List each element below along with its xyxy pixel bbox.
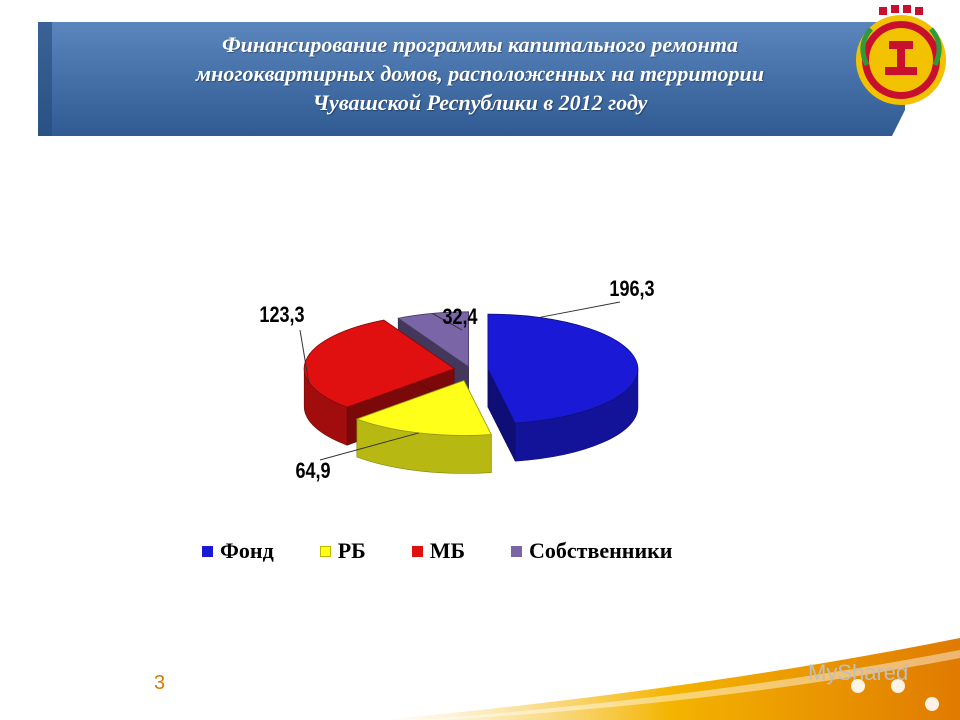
footer-ornament-icon [851, 679, 939, 711]
pie-slice-mb [303, 319, 456, 408]
data-label-mb: 123,3 [259, 303, 304, 327]
pie-chart: 196,3 64,9 123,3 32,4 [259, 277, 654, 483]
watermark: MyShared [808, 660, 909, 685]
data-label-leader-mb [299, 329, 310, 383]
slide-title: Финансирование программы капитального ре… [110, 30, 850, 117]
title-line-3: Чувашской Республики в 2012 году [312, 90, 648, 115]
legend-item-owners: Собственники [511, 538, 672, 564]
legend-label-mb: МБ [429, 538, 465, 563]
data-label-rb: 64,9 [295, 459, 330, 483]
legend-item-fond: Фонд [202, 538, 274, 564]
data-label-owners: 32,4 [442, 305, 478, 329]
legend-item-rb: РБ [319, 538, 366, 564]
page-number: 3 [154, 672, 166, 694]
footer-swoosh [380, 638, 960, 720]
banner-edge [38, 22, 52, 136]
chart-legend: Фонд РБ МБ Собственники [202, 538, 672, 564]
data-label-leader-owners [432, 312, 463, 331]
data-label-fond: 196,3 [609, 277, 654, 301]
title-line-2: многоквартирных домов, расположенных на … [196, 61, 764, 86]
data-label-leader-rb [319, 432, 419, 461]
pie-slice-fond [487, 313, 639, 424]
data-label-leader-fond [539, 301, 621, 318]
legend-swatch-owners [511, 545, 522, 557]
footer-decoration [380, 638, 960, 720]
title-line-1: Финансирование программы капитального ре… [221, 32, 738, 57]
legend-swatch-mb [411, 545, 423, 557]
legend-label-rb: РБ [337, 538, 366, 563]
legend-label-fond: Фонд [220, 538, 274, 563]
pie-slice-rb [355, 379, 492, 436]
legend-swatch-rb [319, 545, 331, 557]
legend-label-owners: Собственники [529, 538, 673, 563]
legend-swatch-fond [202, 545, 213, 557]
chuvash-republic-emblem-icon [856, 5, 946, 105]
legend-item-mb: МБ [411, 538, 465, 564]
banner-panel [38, 22, 905, 136]
title-banner [38, 22, 905, 136]
